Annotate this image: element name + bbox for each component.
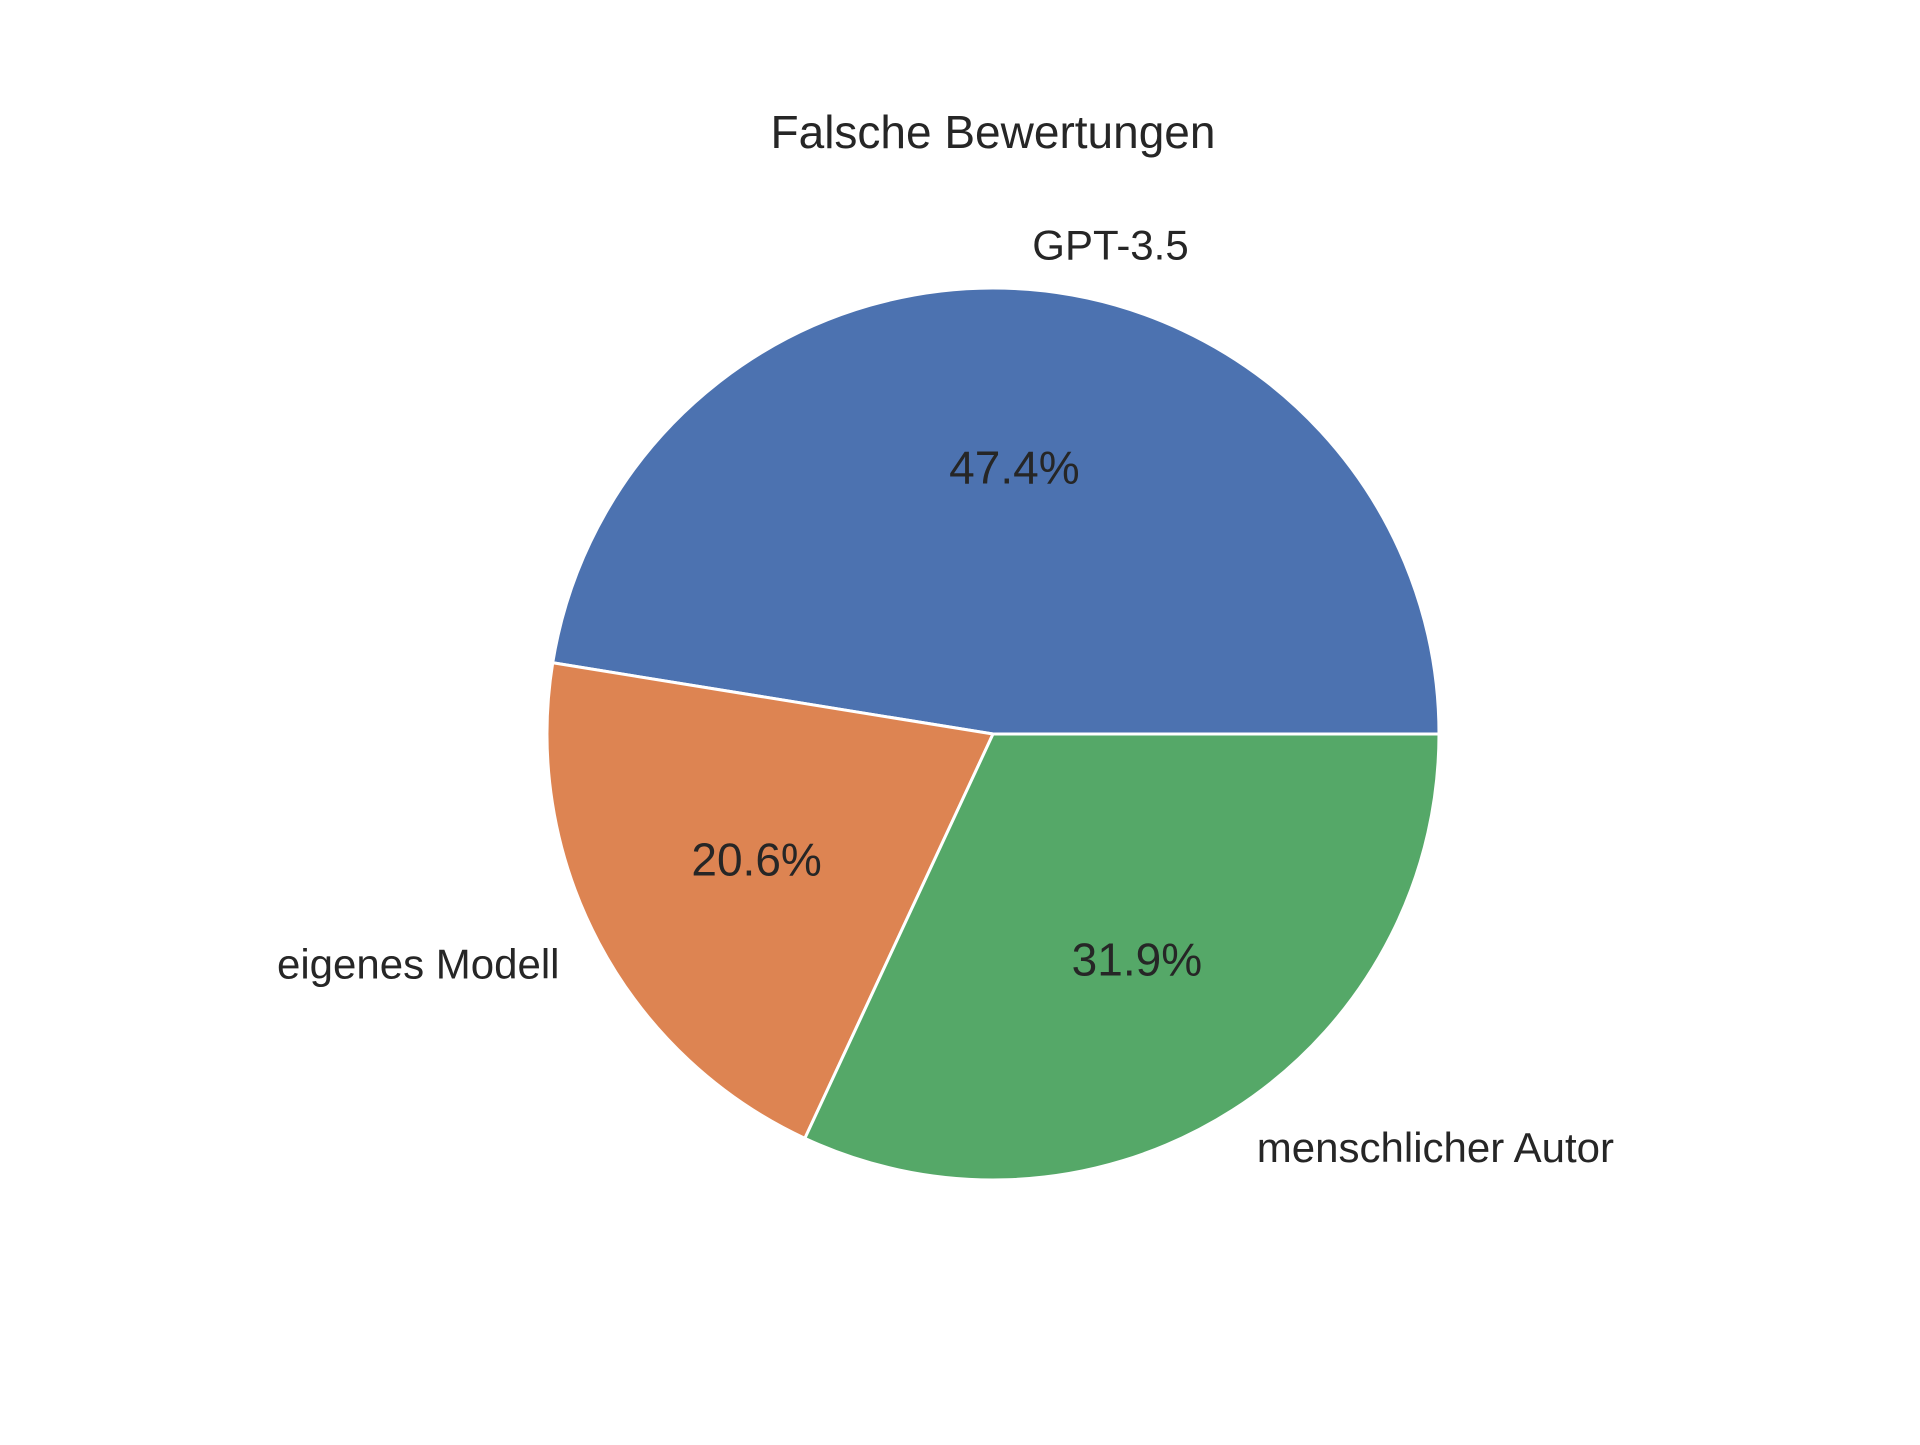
slice-label-gpt-3-5: GPT-3.5 [1032, 222, 1188, 269]
pie-slices [545, 286, 1441, 1182]
slice-percent-menschlicher-autor: 31.9% [1072, 934, 1202, 986]
chart-title: Falsche Bewertungen [771, 106, 1216, 158]
pie-labels: GPT-3.5 47.4% eigenes Modell 20.6% menschlic… [277, 222, 1614, 1172]
slice-label-menschlicher-autor: menschlicher Autor [1257, 1124, 1614, 1171]
pie-slice-eigenes-modell [545, 661, 995, 1140]
slice-label-eigenes-modell: eigenes Modell [277, 940, 560, 987]
slice-percent-eigenes-modell: 20.6% [691, 833, 821, 885]
slice-percent-gpt-3-5: 47.4% [949, 441, 1079, 493]
pie-slice-menschlicher-autor [803, 732, 1441, 1182]
pie-slice-gpt-3-5 [551, 286, 1441, 736]
